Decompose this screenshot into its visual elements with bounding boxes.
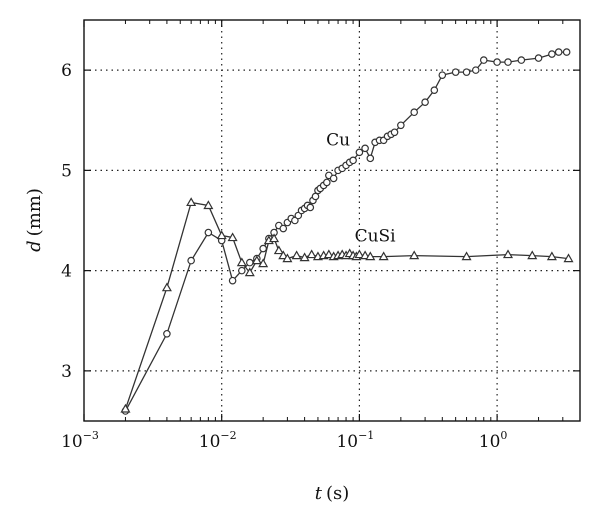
data-point-cu bbox=[246, 258, 254, 267]
data-point-cu bbox=[554, 48, 563, 56]
y-axis-variable: d bbox=[24, 240, 45, 252]
plot-frame bbox=[83, 19, 581, 422]
data-point-cu bbox=[517, 56, 526, 64]
x-tick-labels: 10−3 10−2 10−1 100 bbox=[61, 429, 507, 452]
data-point-cu bbox=[291, 216, 299, 225]
data-point-cu bbox=[438, 71, 447, 79]
annotation-cusi: CuSi bbox=[355, 227, 397, 247]
data-point-cusi bbox=[291, 250, 302, 260]
data-point-cusi bbox=[186, 197, 197, 207]
data-point-cu bbox=[323, 178, 331, 187]
data-point-cu bbox=[349, 156, 357, 165]
gridlines bbox=[84, 20, 580, 421]
data-point-cu bbox=[421, 98, 429, 107]
data-point-cusi bbox=[120, 403, 131, 413]
data-point-cu bbox=[306, 203, 315, 212]
data-point-cu bbox=[238, 266, 246, 275]
y-tick-label: 4 bbox=[61, 262, 72, 282]
data-point-cu bbox=[548, 50, 556, 58]
data-point-cusi bbox=[161, 282, 172, 292]
x-tick-label: 10−1 bbox=[336, 429, 374, 452]
x-axis-label: t (s) bbox=[315, 483, 350, 504]
y-tick-label: 6 bbox=[61, 61, 72, 81]
data-point-cusi bbox=[306, 249, 317, 259]
x-axis-variable: t bbox=[315, 483, 323, 504]
data-point-cusi bbox=[282, 253, 293, 263]
x-tick-label: 10−3 bbox=[61, 429, 99, 452]
data-point-cu bbox=[451, 68, 460, 76]
data-point-cusi bbox=[360, 250, 371, 260]
data-point-cu bbox=[534, 54, 543, 62]
x-axis-unit: (s) bbox=[326, 483, 349, 504]
data-point-cusi bbox=[409, 250, 420, 260]
data-point-cusi bbox=[502, 249, 514, 259]
data-point-cu bbox=[228, 276, 237, 285]
data-point-cu bbox=[355, 148, 364, 157]
data-point-cu bbox=[187, 256, 195, 265]
data-point-cu bbox=[204, 228, 213, 237]
data-point-cusi bbox=[258, 258, 269, 268]
series-cusi bbox=[120, 197, 574, 413]
data-point-cu bbox=[493, 58, 501, 66]
data-point-cu bbox=[361, 144, 369, 153]
data-point-cu bbox=[279, 224, 288, 233]
data-point-cusi bbox=[527, 250, 538, 260]
data-point-cu bbox=[397, 121, 405, 130]
data-point-cu bbox=[471, 66, 480, 74]
series-annotations: Cu CuSi bbox=[326, 130, 396, 246]
data-point-cusi bbox=[365, 251, 376, 261]
y-tick-labels: 3 4 5 6 bbox=[61, 61, 72, 382]
data-point-cusi bbox=[354, 249, 365, 259]
plot-background bbox=[84, 20, 580, 421]
data-point-cu bbox=[163, 329, 171, 338]
data-point-cu bbox=[430, 86, 439, 94]
y-axis-unit: (mm) bbox=[24, 188, 45, 236]
data-point-cusi bbox=[251, 255, 262, 265]
data-point-cu bbox=[562, 48, 571, 56]
data-point-cusi bbox=[461, 251, 472, 261]
annotation-cu: Cu bbox=[326, 130, 350, 150]
data-point-cusi bbox=[378, 251, 389, 261]
data-point-cusi bbox=[269, 233, 280, 243]
data-point-cu bbox=[462, 68, 471, 76]
data-point-cu bbox=[390, 128, 399, 137]
data-point-cusi bbox=[563, 253, 574, 263]
data-point-cu bbox=[366, 154, 375, 163]
data-point-cusi bbox=[216, 230, 227, 240]
data-point-cu bbox=[479, 56, 488, 64]
data-point-cusi bbox=[244, 267, 255, 277]
y-axis-label: d (mm) bbox=[24, 188, 45, 252]
data-point-cu bbox=[329, 174, 338, 183]
x-tick-label: 100 bbox=[479, 429, 508, 452]
data-point-cusi bbox=[546, 251, 557, 261]
data-point-cusi bbox=[278, 250, 289, 260]
data-point-cusi bbox=[299, 252, 310, 262]
data-point-cusi bbox=[203, 200, 214, 210]
data-point-cu bbox=[410, 108, 418, 117]
data-point-cusi bbox=[227, 232, 238, 242]
x-tick-label: 10−2 bbox=[199, 429, 237, 452]
data-point-cu bbox=[259, 244, 267, 253]
y-tick-label: 3 bbox=[61, 362, 72, 382]
data-point-cusi bbox=[273, 245, 284, 255]
tick-marks bbox=[83, 20, 581, 421]
data-point-cu bbox=[504, 58, 512, 66]
data-point-cusi bbox=[323, 249, 334, 259]
series-layer bbox=[120, 48, 574, 415]
data-point-cusi bbox=[236, 257, 247, 267]
y-tick-label: 5 bbox=[61, 161, 72, 181]
